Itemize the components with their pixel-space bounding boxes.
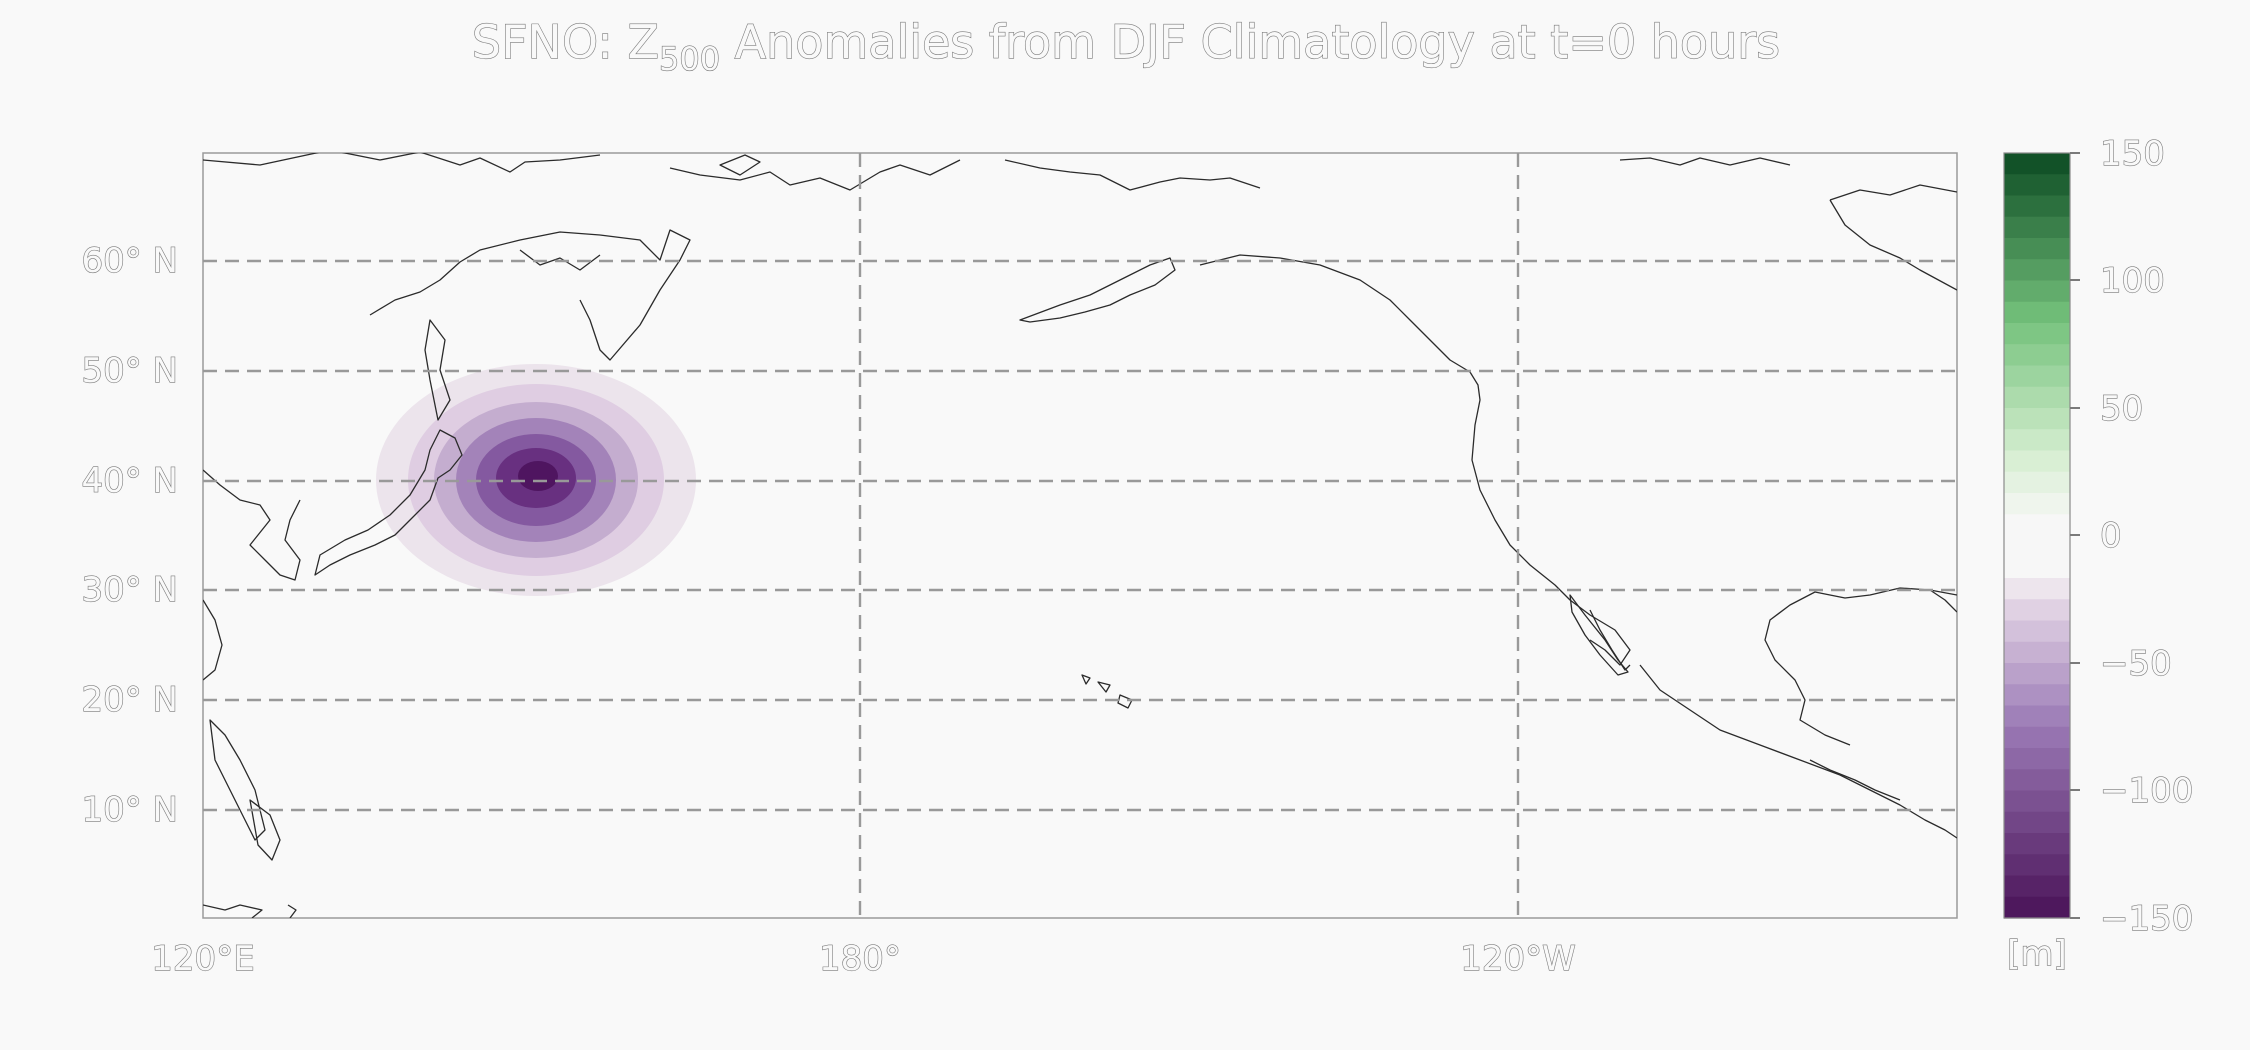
lat-label-50n: 50° N [81,351,178,391]
colorbar-band [2004,301,2070,324]
colorbar-band [2004,535,2070,558]
colorbar-band [2004,599,2070,622]
cbar-tick-150: 150 [2100,134,2165,174]
colorbar-band [2004,216,2070,239]
lat-label-10n: 10° N [81,790,178,830]
colorbar-band [2004,195,2070,218]
lon-label-180: 180° [819,939,901,979]
colorbar-band [2004,238,2070,260]
colorbar-band [2004,833,2070,855]
colorbar-band [2004,556,2070,579]
colorbar-band [2004,641,2070,664]
colorbar-band [2004,726,2070,749]
colorbar-band [2004,875,2070,898]
colorbar-band [2004,493,2070,515]
cbar-tick-neg50: −50 [2100,644,2172,684]
colorbar-band [2004,663,2070,685]
cbar-tick-neg100: −100 [2100,771,2193,811]
cbar-tick-100: 100 [2100,261,2165,301]
colorbar-bands [2004,153,2070,919]
colorbar-band [2004,684,2070,707]
colorbar-band [2004,578,2070,600]
colorbar-band [2004,429,2070,452]
colorbar-band [2004,896,2070,919]
colorbar-band [2004,514,2070,537]
colorbar-band [2004,769,2070,792]
colorbar-band [2004,748,2070,770]
colorbar-band [2004,471,2070,494]
colorbar-band [2004,365,2070,388]
colorbar-unit: [m] [2007,934,2067,974]
colorbar: 150 100 50 0 −50 −100 −150 [m] [2003,133,2194,975]
coastlines [203,153,1957,918]
colorbar-band [2004,153,2070,175]
colorbar-band [2004,790,2070,813]
title-subscript: 500 [659,40,720,78]
colorbar-band [2004,386,2070,409]
colorbar-band [2004,280,2070,303]
colorbar-band [2004,811,2070,834]
lat-label-40n: 40° N [81,461,178,501]
lon-label-120e: 120°E [151,939,254,979]
colorbar-band [2004,620,2070,643]
cbar-tick-50: 50 [2100,389,2143,429]
gridlines [203,153,1957,918]
lat-label-30n: 30° N [81,570,178,610]
cbar-tick-neg150: −150 [2100,899,2193,939]
colorbar-band [2004,408,2070,430]
colorbar-band [2004,174,2070,197]
colorbar-band [2004,450,2070,473]
lat-label-20n: 20° N [81,680,178,720]
colorbar-band [2004,344,2070,367]
colorbar-band [2004,705,2070,728]
lat-label-60n: 60° N [81,241,178,281]
cbar-tick-0: 0 [2100,516,2122,556]
colorbar-band [2004,323,2070,345]
colorbar-band [2004,259,2070,282]
chart-title: SFNO: Z500 Anomalies from DJF Climatolog… [472,15,1780,78]
lon-label-120w: 120°W [1460,939,1576,979]
colorbar-band [2004,854,2070,877]
